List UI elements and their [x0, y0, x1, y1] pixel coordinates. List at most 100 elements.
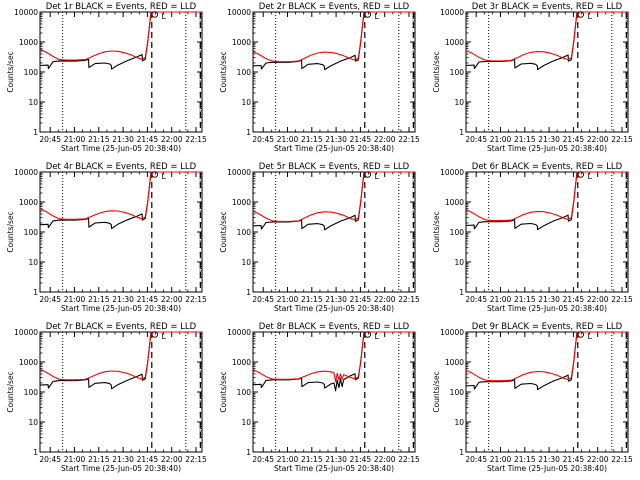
x-tick-label: 21:30: [112, 295, 134, 304]
series-line-events: [465, 11, 628, 71]
chart-panel-8: Det 8r BLACK = Events, RED = LLD 1 10 100 10…: [219, 322, 420, 473]
flag-circle-label: L: [375, 172, 380, 181]
x-tick-label: 20:45: [465, 295, 487, 304]
x-tick-label: 22:00: [374, 295, 396, 304]
flag-circle-marker: [364, 331, 372, 338]
series-line-events: [39, 331, 202, 390]
y-tick-label: 1000: [19, 358, 38, 367]
y-axis-label: Counts/sec: [219, 51, 228, 92]
y-tick-label: 1000: [445, 198, 464, 207]
y-tick-label: 10: [454, 98, 464, 107]
x-tick-label: 21:45: [137, 455, 159, 464]
x-tick-label: 21:45: [563, 295, 585, 304]
series-line-events: [39, 171, 202, 230]
x-axis-label: Start Time (25-Jun-05 20:38:40): [61, 144, 181, 153]
x-tick-label: 22:15: [611, 135, 633, 144]
chart-panel-4: Det 4r BLACK = Events, RED = LLD 1 10 100 10…: [6, 162, 207, 313]
y-tick-label: 100: [237, 68, 252, 77]
x-tick-label: 21:15: [301, 455, 323, 464]
x-tick-label: 21:30: [325, 455, 347, 464]
x-tick-label: 22:00: [161, 295, 183, 304]
x-tick-label: 21:00: [490, 295, 512, 304]
y-tick-label: 10000: [227, 168, 251, 177]
x-tick-label: 20:45: [465, 135, 487, 144]
x-tick-label: 21:45: [350, 295, 372, 304]
series-line-lld: [252, 171, 415, 222]
y-tick-label: 100: [24, 228, 39, 237]
x-tick-label: 22:15: [185, 455, 207, 464]
chart-panel-1: Det 1r BLACK = Events, RED = LLD 1 10 100 10…: [6, 2, 207, 153]
x-tick-label: 21:30: [538, 455, 560, 464]
y-axis-label: Counts/sec: [6, 371, 15, 412]
x-axis-label: Start Time (25-Jun-05 20:38:40): [274, 144, 394, 153]
y-tick-label: 1000: [232, 358, 251, 367]
x-tick-label: 21:30: [538, 135, 560, 144]
x-tick-label: 21:30: [112, 135, 134, 144]
y-tick-label: 10000: [440, 8, 464, 17]
x-tick-label: 21:00: [277, 455, 299, 464]
y-axis-label: Counts/sec: [432, 211, 441, 252]
series-line-lld: [39, 331, 202, 381]
y-tick-label: 10: [28, 98, 38, 107]
series-line-lld: [39, 171, 202, 220]
y-tick-label: 1: [33, 448, 38, 457]
x-tick-label: 21:00: [277, 135, 299, 144]
chart-title: Det 3r BLACK = Events, RED = LLD: [472, 2, 623, 12]
flag-circle-marker: [577, 331, 585, 338]
x-tick-label: 22:15: [398, 135, 420, 144]
y-tick-label: 10000: [440, 328, 464, 337]
x-tick-label: 20:45: [252, 135, 274, 144]
x-tick-label: 20:45: [465, 455, 487, 464]
y-tick-label: 10000: [14, 8, 38, 17]
x-tick-label: 21:15: [301, 295, 323, 304]
y-tick-label: 100: [450, 68, 465, 77]
x-tick-label: 22:00: [587, 295, 609, 304]
flag-circle-label: L: [588, 332, 593, 341]
flag-circle-label: L: [588, 12, 593, 21]
y-tick-label: 100: [24, 68, 39, 77]
y-tick-label: 10: [28, 258, 38, 267]
x-tick-label: 21:15: [88, 135, 110, 144]
flag-circle-marker: [364, 171, 372, 178]
x-tick-label: 21:45: [563, 135, 585, 144]
series-line-lld: [252, 11, 415, 63]
chart-panel-7: Det 7r BLACK = Events, RED = LLD 1 10 100 10…: [6, 322, 207, 473]
y-tick-label: 1: [246, 128, 251, 137]
chart-title: Det 6r BLACK = Events, RED = LLD: [472, 162, 623, 172]
y-tick-label: 100: [237, 388, 252, 397]
x-tick-label: 22:15: [398, 455, 420, 464]
x-tick-label: 21:00: [64, 295, 86, 304]
chart-title: Det 2r BLACK = Events, RED = LLD: [259, 2, 410, 12]
flag-circle-marker: [151, 331, 159, 338]
flag-circle-marker: [577, 171, 585, 178]
x-tick-label: 21:30: [112, 455, 134, 464]
x-tick-label: 21:45: [137, 295, 159, 304]
series-line-lld: [39, 11, 202, 61]
x-tick-label: 21:30: [325, 135, 347, 144]
x-axis-label: Start Time (25-Jun-05 20:38:40): [61, 304, 181, 313]
y-tick-label: 100: [237, 228, 252, 237]
series-line-lld: [465, 11, 628, 62]
y-axis-label: Counts/sec: [432, 371, 441, 412]
series-line-events: [39, 11, 202, 70]
y-tick-label: 1: [246, 448, 251, 457]
x-axis-label: Start Time (25-Jun-05 20:38:40): [487, 464, 607, 473]
flag-circle-marker: [364, 11, 372, 18]
x-tick-label: 20:45: [39, 295, 61, 304]
y-tick-label: 1000: [19, 38, 38, 47]
x-tick-label: 21:45: [563, 455, 585, 464]
chart-panel-2: Det 2r BLACK = Events, RED = LLD 1 10 100 10…: [219, 2, 420, 153]
y-tick-label: 100: [450, 228, 465, 237]
x-tick-label: 22:15: [611, 455, 633, 464]
x-tick-label: 21:45: [137, 135, 159, 144]
flag-circle-label: L: [375, 332, 380, 341]
series-line-events: [465, 171, 628, 231]
y-tick-label: 100: [450, 388, 465, 397]
y-axis-label: Counts/sec: [219, 211, 228, 252]
x-tick-label: 21:00: [490, 135, 512, 144]
y-tick-label: 10000: [14, 328, 38, 337]
x-tick-label: 20:45: [252, 295, 274, 304]
y-axis-label: Counts/sec: [6, 211, 15, 252]
series-line-lld: [465, 171, 628, 222]
